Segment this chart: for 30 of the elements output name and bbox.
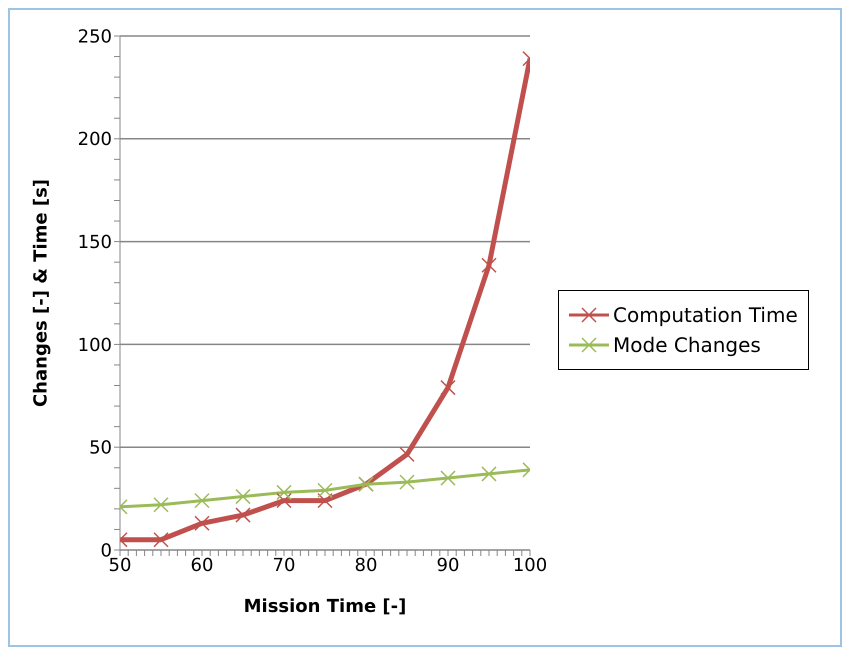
point xyxy=(317,492,333,508)
point xyxy=(235,488,251,504)
point xyxy=(153,497,169,513)
point xyxy=(194,516,210,532)
point xyxy=(276,484,292,500)
x-tick-label: 70 xyxy=(272,554,296,576)
point xyxy=(194,492,210,508)
point xyxy=(481,257,497,273)
x-axis-title: Mission Time [-] xyxy=(244,596,406,617)
x-tick-label: 90 xyxy=(436,554,460,576)
y-tick-label: 200 xyxy=(78,129,112,150)
x-tick-label: 60 xyxy=(190,554,214,576)
legend-label: Computation Time xyxy=(613,303,798,327)
point xyxy=(440,470,456,486)
x-tick-label: 80 xyxy=(354,554,378,576)
point xyxy=(399,446,415,462)
y-tick-label: 100 xyxy=(78,334,112,356)
point xyxy=(481,466,497,482)
legend-label: Mode Changes xyxy=(613,333,761,357)
point xyxy=(440,380,456,396)
x-tick-label: 100 xyxy=(512,554,548,576)
point xyxy=(317,482,333,498)
point xyxy=(153,532,169,548)
point xyxy=(235,507,251,523)
point xyxy=(399,474,415,490)
y-axis-title: Changes [-] & Time [s] xyxy=(30,178,52,408)
y-tick-label: 250 xyxy=(78,26,112,48)
y-tick-label: 50 xyxy=(89,438,112,459)
y-tick-label: 150 xyxy=(78,232,112,253)
point xyxy=(276,492,292,508)
